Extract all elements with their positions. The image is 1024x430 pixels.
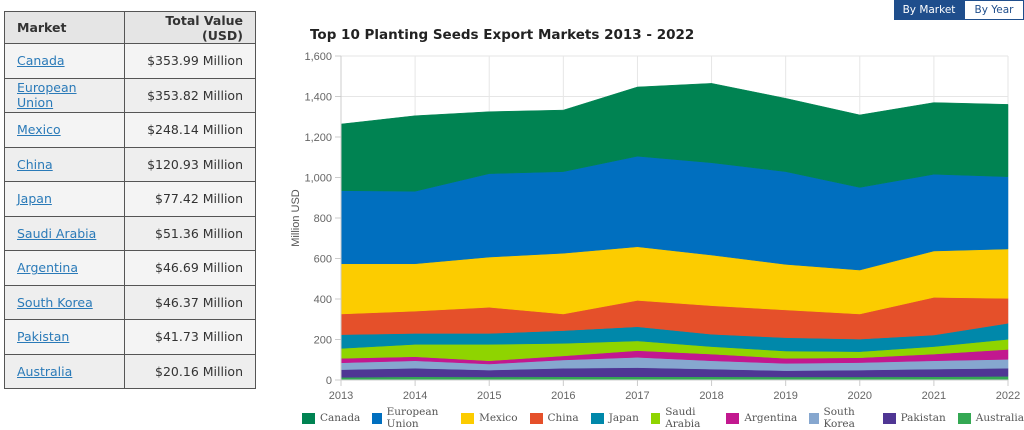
market-link[interactable]: China	[17, 156, 53, 172]
y-tick-label: 0	[326, 375, 332, 387]
table-header-row: Market Total Value (USD)	[4, 11, 256, 44]
legend-label: South Korea	[823, 406, 855, 430]
market-cell: Australia	[4, 353, 125, 389]
legend-swatch	[882, 412, 896, 424]
total-value-cell: $77.42 Million	[124, 181, 256, 217]
market-cell: Canada	[4, 43, 125, 79]
legend-label: Japan	[608, 412, 639, 424]
table-row: European Union $353.82 Million	[4, 77, 256, 113]
legend-swatch	[461, 412, 475, 424]
column-header-total-value: Total Value (USD)	[124, 11, 256, 44]
legend-label: Pakistan	[900, 412, 946, 424]
total-value-cell: $51.36 Million	[124, 215, 256, 251]
market-cell: Saudi Arabia	[4, 215, 125, 251]
chart-title: Top 10 Planting Seeds Export Markets 201…	[310, 27, 695, 43]
table-row: Mexico $248.14 Million	[4, 112, 256, 148]
legend-item-saudi-arabia[interactable]: Saudi Arabia	[650, 406, 714, 430]
y-tick-label: 1,000	[304, 173, 332, 185]
legend-label: Canada	[320, 412, 361, 424]
legend-item-argentina[interactable]: Argentina	[726, 406, 797, 430]
x-tick-label: 2021	[922, 390, 946, 402]
legend-item-australia[interactable]: Australia	[957, 406, 1024, 430]
legend-item-south-korea[interactable]: South Korea	[809, 406, 870, 430]
market-link[interactable]: Mexico	[17, 122, 61, 138]
total-value-cell: $46.37 Million	[124, 284, 256, 320]
legend-label: European Union	[386, 406, 439, 430]
total-value-cell: $248.14 Million	[124, 112, 256, 148]
y-tick-label: 600	[314, 254, 332, 266]
total-value-cell: $353.99 Million	[124, 43, 256, 79]
table-row: Canada $353.99 Million	[4, 43, 256, 79]
table-row: South Korea $46.37 Million	[4, 284, 256, 320]
legend-swatch	[726, 412, 740, 424]
market-cell: China	[4, 146, 125, 182]
legend-label: Argentina	[744, 412, 798, 424]
by-market-button[interactable]: By Market	[894, 0, 964, 20]
table-row: Japan $77.42 Million	[4, 181, 256, 217]
legend-swatch	[650, 412, 661, 424]
y-tick-label: 1,400	[304, 92, 332, 104]
market-link[interactable]: European Union	[17, 80, 77, 111]
chart-legend: Canada European Union Mexico China Japan Saud…	[302, 406, 1024, 430]
legend-item-canada[interactable]: Canada	[302, 406, 360, 430]
y-tick-label: 400	[314, 294, 332, 306]
total-value-cell: $46.69 Million	[124, 250, 256, 286]
x-tick-label: 2019	[773, 390, 797, 402]
x-tick-label: 2016	[551, 390, 575, 402]
legend-item-european-union[interactable]: European Union	[372, 406, 449, 430]
x-tick-label: 2022	[996, 390, 1020, 402]
column-header-market: Market	[4, 11, 125, 44]
market-link[interactable]: South Korea	[17, 294, 93, 310]
legend-swatch	[957, 412, 971, 424]
x-tick-label: 2018	[699, 390, 723, 402]
legend-label: Australia	[975, 412, 1024, 424]
markets-table: Market Total Value (USD) Canada $353.99 M…	[4, 11, 256, 389]
legend-swatch	[590, 412, 604, 424]
legend-label: Saudi Arabia	[665, 406, 701, 430]
legend-item-japan[interactable]: Japan	[590, 406, 639, 430]
legend-swatch	[302, 412, 315, 424]
total-value-cell: $120.93 Million	[124, 146, 256, 182]
y-axis-label: Million USD	[290, 189, 302, 247]
area-canada	[340, 83, 1009, 192]
x-tick-label: 2013	[329, 390, 353, 402]
legend-item-china[interactable]: China	[529, 406, 579, 430]
table-row: Saudi Arabia $51.36 Million	[4, 215, 256, 251]
total-value-cell: $353.82 Million	[124, 77, 256, 113]
by-year-button[interactable]: By Year	[964, 0, 1024, 20]
market-cell: South Korea	[4, 284, 125, 320]
market-cell: Pakistan	[4, 319, 125, 355]
y-tick-label: 200	[314, 335, 332, 347]
legend-item-pakistan[interactable]: Pakistan	[882, 406, 946, 430]
market-cell: Japan	[4, 181, 125, 217]
legend-swatch	[372, 412, 382, 424]
y-tick-label: 800	[314, 213, 332, 225]
x-tick-label: 2014	[403, 390, 427, 402]
table-row: Argentina $46.69 Million	[4, 250, 256, 286]
y-tick-label: 1,200	[304, 132, 332, 144]
x-tick-label: 2017	[625, 390, 649, 402]
market-link[interactable]: Japan	[17, 191, 52, 207]
total-value-cell: $20.16 Million	[124, 353, 256, 389]
x-tick-label: 2015	[477, 390, 501, 402]
market-link[interactable]: Australia	[17, 363, 73, 379]
y-tick-label: 1,600	[304, 51, 332, 63]
x-tick-label: 2020	[848, 390, 872, 402]
market-link[interactable]: Saudi Arabia	[17, 225, 97, 241]
legend-swatch	[809, 412, 819, 424]
legend-label: Mexico	[479, 412, 518, 424]
legend-label: China	[547, 412, 579, 424]
view-toggle: By Market By Year	[894, 0, 1024, 20]
market-link[interactable]: Argentina	[17, 260, 78, 276]
legend-item-mexico[interactable]: Mexico	[461, 406, 518, 430]
table-row: China $120.93 Million	[4, 146, 256, 182]
legend-swatch	[529, 412, 543, 424]
market-link[interactable]: Pakistan	[17, 329, 70, 345]
table-row: Australia $20.16 Million	[4, 353, 256, 389]
market-link[interactable]: Canada	[17, 53, 65, 69]
